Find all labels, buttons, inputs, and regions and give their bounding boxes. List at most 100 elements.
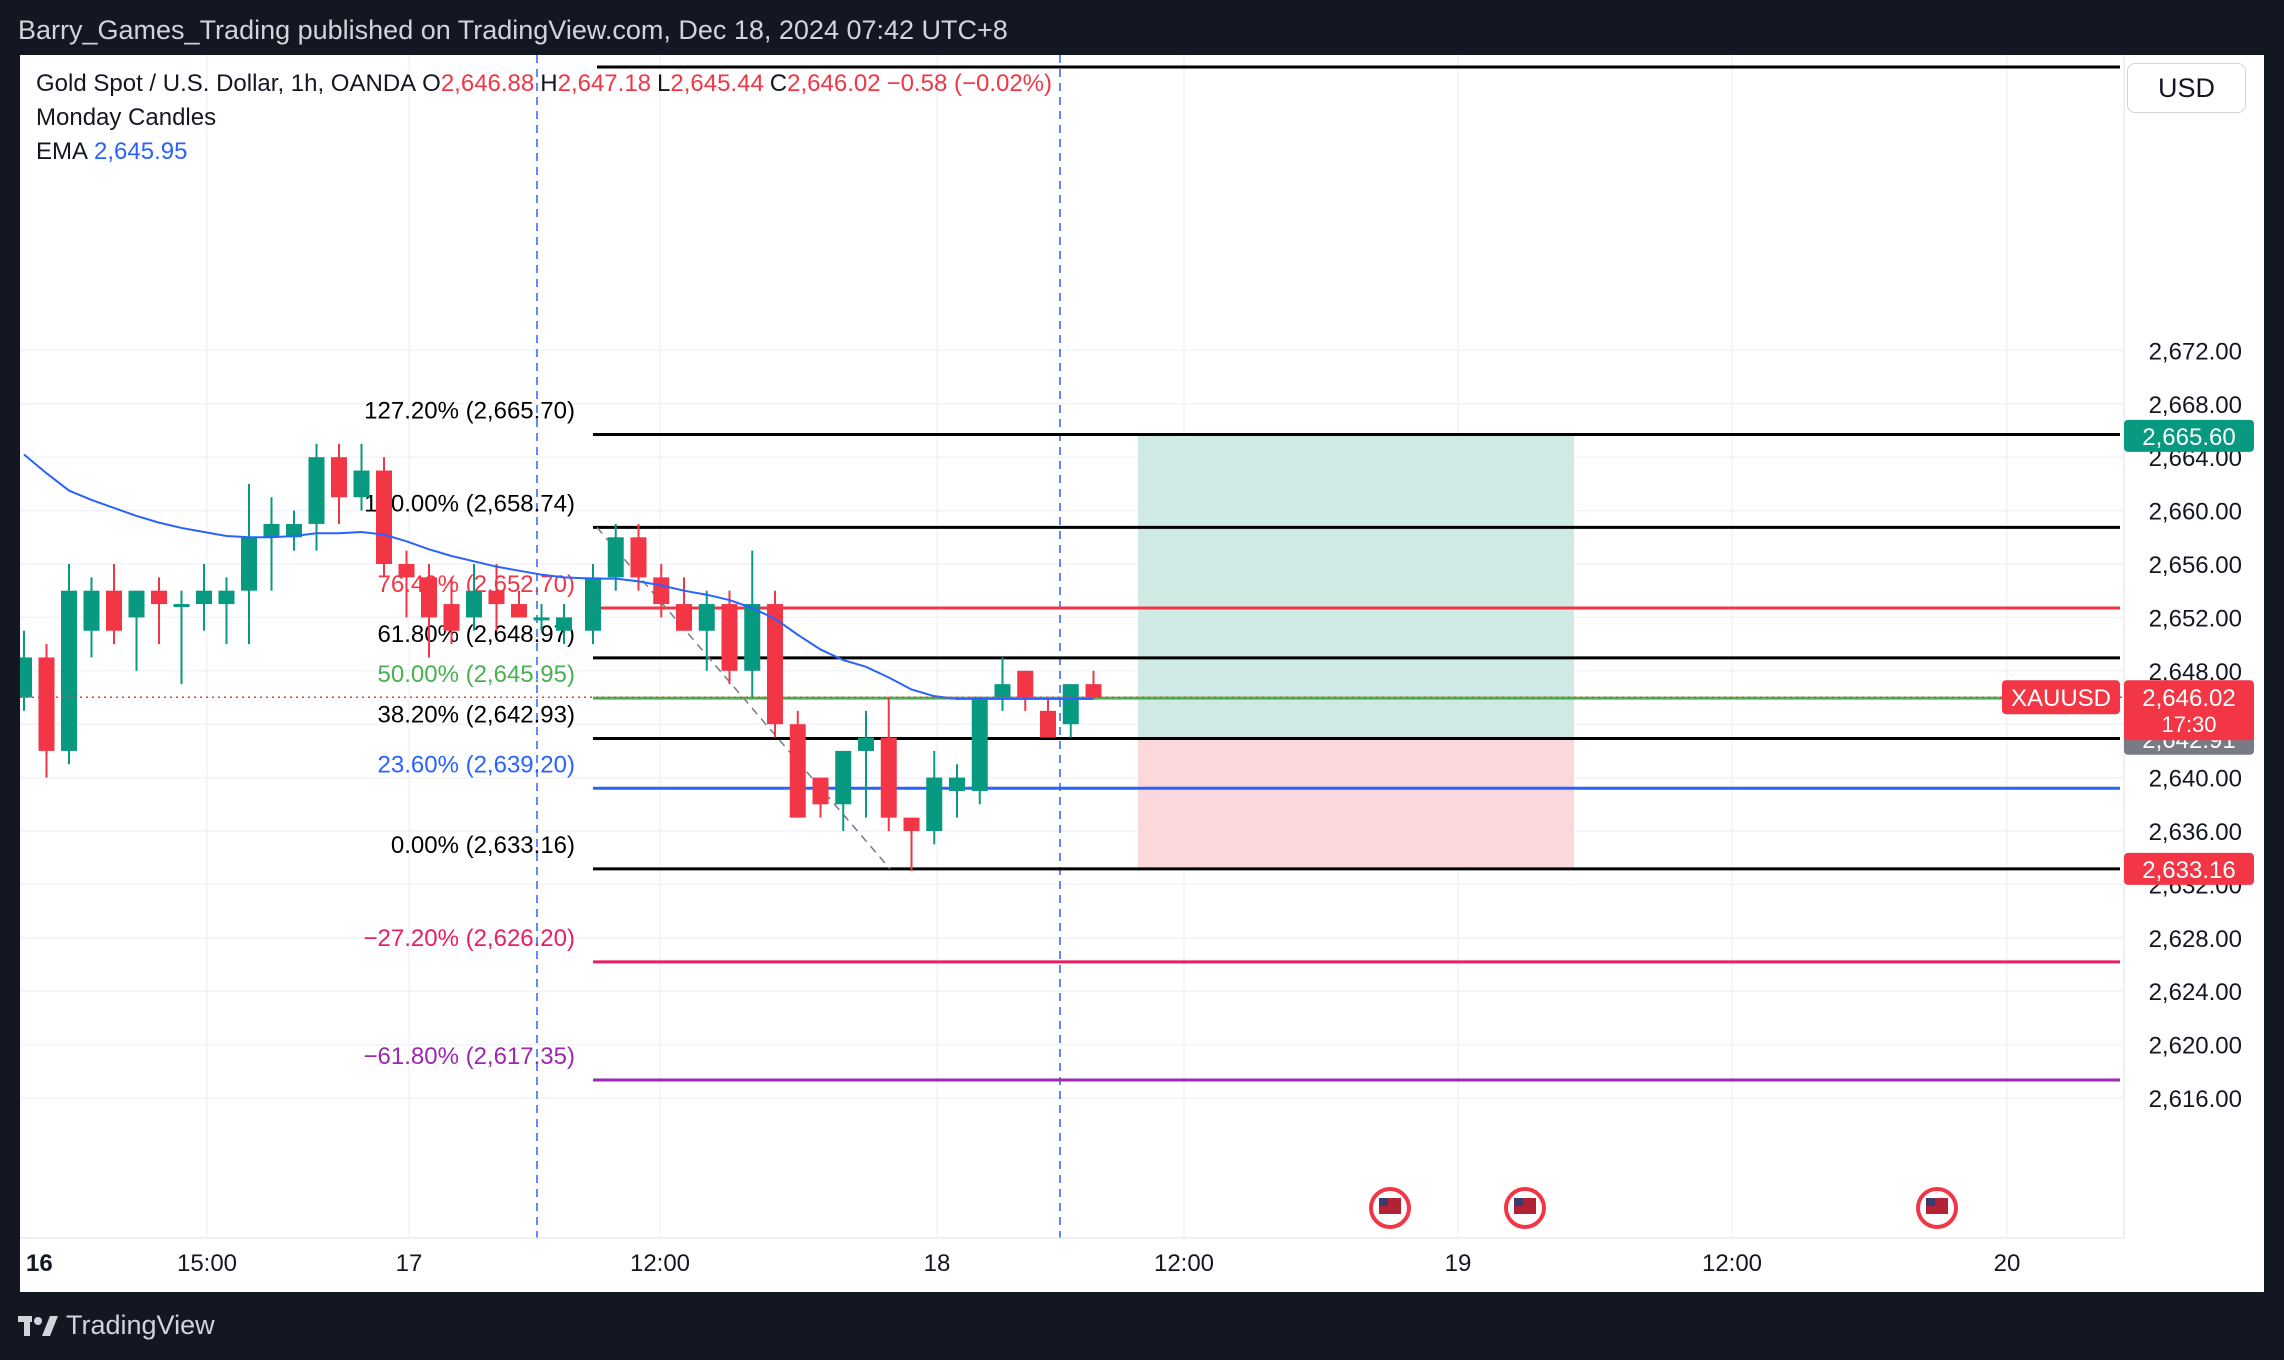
countdown-value: 17:30 xyxy=(2161,712,2216,737)
fib-level-label: −27.20% (2,626.20) xyxy=(364,925,576,952)
time-axis-tick: 20 xyxy=(1994,1250,2021,1277)
candle[interactable] xyxy=(511,604,527,618)
candle[interactable] xyxy=(128,590,145,618)
open-value: 2,646.88 xyxy=(440,70,535,97)
tradingview-logo[interactable]: TradingView xyxy=(18,1310,215,1341)
candle[interactable] xyxy=(61,590,77,751)
candle[interactable] xyxy=(971,697,988,791)
price-tag-label: 2,665.60 xyxy=(2142,424,2235,451)
candle[interactable] xyxy=(880,737,897,818)
candle[interactable] xyxy=(443,604,460,631)
symbol-tag xyxy=(2002,680,2120,715)
time-axis-tick: 12:00 xyxy=(630,1250,690,1277)
publish-info: Barry_Games_Trading published on Trading… xyxy=(18,15,1008,45)
candle[interactable] xyxy=(744,604,761,671)
candle[interactable] xyxy=(488,590,505,605)
candle[interactable] xyxy=(676,604,692,631)
candle[interactable] xyxy=(698,604,715,631)
chart-canvas[interactable]: 127.20% (2,665.70)100.00% (2,658.74)76.4… xyxy=(16,55,2264,1292)
candle[interactable] xyxy=(858,737,874,751)
candle[interactable] xyxy=(721,604,738,671)
candle[interactable] xyxy=(286,523,302,538)
ema-label[interactable]: EMA xyxy=(36,138,89,165)
ema-row[interactable]: EMA 2,645.95 xyxy=(36,135,1052,169)
high-value: 2,647.18 xyxy=(557,70,652,97)
candle[interactable] xyxy=(466,590,482,618)
us-flag-canton xyxy=(1926,1198,1935,1206)
us-flag-canton xyxy=(1514,1198,1523,1206)
candle[interactable] xyxy=(83,590,100,631)
time-axis-tick: 19 xyxy=(1445,1250,1472,1277)
candle[interactable] xyxy=(353,470,370,498)
candle[interactable] xyxy=(994,684,1011,698)
loss-zone[interactable] xyxy=(1138,738,1574,869)
candle[interactable] xyxy=(533,617,550,621)
time-axis-tick: 17 xyxy=(396,1250,423,1277)
fib-level-label: 50.00% (2,645.95) xyxy=(378,661,575,688)
candle[interactable] xyxy=(630,537,647,578)
candle[interactable] xyxy=(949,777,965,791)
candle[interactable] xyxy=(421,577,437,618)
price-axis-tick: 2,616.00 xyxy=(2149,1086,2242,1113)
low-label: L xyxy=(657,70,671,97)
publish-header: Barry_Games_Trading published on Trading… xyxy=(0,0,2284,56)
fib-level-label: −61.80% (2,617.35) xyxy=(364,1043,576,1070)
symbol-title[interactable]: Gold Spot / U.S. Dollar, 1h, OANDA xyxy=(36,70,417,97)
price-axis-tick: 2,668.00 xyxy=(2149,392,2242,419)
candle[interactable] xyxy=(38,657,55,751)
currency-button[interactable]: USD xyxy=(2127,63,2246,113)
candle[interactable] xyxy=(398,564,415,578)
candle[interactable] xyxy=(903,817,920,831)
candle[interactable] xyxy=(835,750,852,805)
candle[interactable] xyxy=(607,537,624,578)
price-axis-tick: 2,656.00 xyxy=(2149,552,2242,579)
candle[interactable] xyxy=(767,604,783,725)
candle[interactable] xyxy=(789,724,806,818)
last-price-tag xyxy=(2124,680,2254,741)
candle[interactable] xyxy=(16,657,32,698)
candle[interactable] xyxy=(173,604,190,608)
fib-trend-line[interactable] xyxy=(596,526,891,870)
price-axis-tick: 2,624.00 xyxy=(2149,979,2242,1006)
fib-level-label: 61.80% (2,648.97) xyxy=(378,621,575,648)
symbol-tag-label: XAUUSD xyxy=(2011,685,2111,712)
candle[interactable] xyxy=(196,590,212,605)
ema-line[interactable] xyxy=(23,453,1094,700)
candle[interactable] xyxy=(106,590,122,631)
ohlc-row: Gold Spot / U.S. Dollar, 1h, OANDA O2,64… xyxy=(36,67,1052,101)
candle[interactable] xyxy=(653,577,670,605)
candle[interactable] xyxy=(263,523,280,538)
indicator-monday-candles[interactable]: Monday Candles xyxy=(36,104,217,131)
footer: TradingView xyxy=(0,1292,2284,1360)
candle[interactable] xyxy=(812,777,829,805)
price-tag-label: 2,633.16 xyxy=(2142,857,2235,884)
indicator-row[interactable]: Monday Candles xyxy=(36,101,1052,135)
candle[interactable] xyxy=(556,617,572,631)
time-axis-tick: 12:00 xyxy=(1154,1250,1214,1277)
candle[interactable] xyxy=(218,590,235,605)
chart-area[interactable]: 127.20% (2,665.70) 100.00% (2,658.74) 76.4… xyxy=(16,55,2264,1292)
last-price-value: 2,646.02 xyxy=(2142,685,2235,712)
time-axis-tick: 18 xyxy=(924,1250,951,1277)
candle[interactable] xyxy=(1017,670,1034,698)
price-axis-tick: 2,652.00 xyxy=(2149,605,2242,632)
close-value: 2,646.02 xyxy=(787,70,881,97)
us-flag-canton xyxy=(1379,1198,1388,1206)
fib-level-label: 0.00% (2,633.16) xyxy=(391,832,575,859)
candle[interactable] xyxy=(1062,684,1079,725)
candle[interactable] xyxy=(331,457,347,498)
candle[interactable] xyxy=(585,577,601,631)
brand-name: TradingView xyxy=(66,1310,215,1340)
close-label: C xyxy=(769,70,788,97)
candle[interactable] xyxy=(1085,684,1102,698)
candle[interactable] xyxy=(926,777,943,831)
candle[interactable] xyxy=(308,457,325,524)
profit-zone[interactable] xyxy=(1138,435,1574,739)
time-axis-tick: 12:00 xyxy=(1702,1250,1762,1277)
time-axis-tick: 15:00 xyxy=(177,1250,237,1277)
fib-level-label: 38.20% (2,642.93) xyxy=(378,701,575,728)
candle[interactable] xyxy=(151,590,167,605)
candle[interactable] xyxy=(1040,710,1056,738)
candle[interactable] xyxy=(241,537,257,591)
candle[interactable] xyxy=(376,470,392,564)
